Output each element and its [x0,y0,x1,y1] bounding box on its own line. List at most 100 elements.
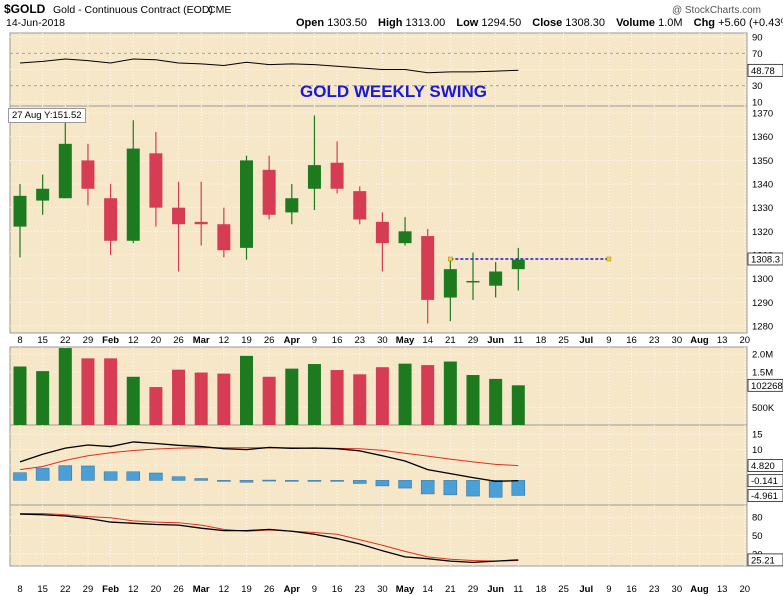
x-tick-label: Jun [487,335,504,346]
volume-bar [172,369,186,425]
volume-bar [421,365,435,425]
volume-bar [194,372,208,425]
x-tick-label: 20 [151,335,162,346]
x-tick-label: 20 [740,584,751,595]
x-tick-label: 16 [626,584,637,595]
candle-body [353,191,367,220]
volume-bar [466,375,480,425]
x-tick-label: 30 [672,335,683,346]
volume-tick-label: 2.0M [752,350,773,361]
stochastic-tick-label: 50 [752,531,763,542]
candle-body [240,160,253,248]
volume-bar [375,367,389,425]
x-tick-label: 25 [558,335,569,346]
volume-value-label: 1022687 [751,381,783,392]
candle-body [489,271,503,286]
macd-histogram-bar [58,465,73,481]
volume-bar [330,370,344,425]
volume-bar [240,355,253,425]
x-tick-label: 19 [241,584,252,595]
x-tick-label: 29 [83,335,94,346]
volume-bar [217,373,231,425]
x-tick-label: 9 [606,584,611,595]
macd-histogram-bar [285,480,299,482]
x-tick-label: 21 [445,335,456,346]
macd-histogram-bar [262,479,276,482]
rsi-box [747,63,783,77]
volume-label: Volume [616,17,656,29]
chart-symbol: $GOLD [4,2,46,16]
x-tick-label: 16 [332,335,343,346]
chg-label: Chg [693,17,716,29]
price-tick-label: 1360 [752,132,773,143]
candle-body [285,198,299,213]
macd-histogram-bar [511,480,526,496]
macd-histogram-box [747,489,783,502]
x-tick-label: Apr [284,584,301,595]
x-tick-label: 29 [83,584,94,595]
macd-tick-label: 15 [752,430,763,441]
macd-histogram-bar [239,480,254,483]
x-tick-label: 18 [536,584,547,595]
price-tick-label: 1300 [752,274,773,285]
price-tick-label: 1320 [752,227,773,238]
x-tick-label: 16 [332,584,343,595]
rsi-tick-label: 90 [752,33,763,44]
rsi-tick-label: 70 [752,49,763,60]
x-tick-label: Jul [579,335,593,346]
rsi-value-label: 48.78 [751,66,775,77]
x-tick-label: Apr [284,335,301,346]
low-value: 1294.50 [481,17,522,29]
x-tick-label: 29 [468,584,479,595]
stockcharts-watermark: @ StockCharts.com [671,5,761,16]
volume-tick-label: 1.5M [752,367,773,378]
macd-histogram-bar [35,467,50,481]
x-tick-label: 12 [219,584,230,595]
macd-histogram-bar [126,471,140,481]
x-tick-label: 21 [445,584,456,595]
x-tick-label: Aug [690,584,709,595]
x-tick-label: 29 [468,335,479,346]
volume-bar [58,348,72,425]
resistance-handle-right [606,256,612,262]
price-tick-label: 1280 [752,321,773,332]
candle-body [149,153,163,208]
candle-body [104,198,118,241]
x-tick-label: 22 [60,584,71,595]
volume-bar [511,385,525,425]
volume-bar [36,371,50,425]
volume-bar [126,376,140,425]
price-tick-label: 1340 [752,180,773,191]
x-tick-label: 12 [128,335,139,346]
rsi-tick-label: 30 [752,81,763,92]
x-tick-label: May [396,584,415,595]
x-tick-label: Feb [102,335,119,346]
stochastic-box [747,553,783,567]
close-value: 1308.30 [565,17,606,29]
macd-histogram-bar [171,476,186,481]
x-tick-label: 13 [717,584,728,595]
price-tick-label: 1350 [752,156,773,167]
rsi-tick-label: 10 [752,97,763,108]
x-tick-label: 30 [377,335,388,346]
x-tick-label: 11 [513,584,523,595]
volume-bar [307,364,321,425]
candle-body [126,148,140,241]
stochastic-value-label: 25.21 [751,555,775,566]
x-tick-label: 23 [354,335,365,346]
macd-tick-label: 10 [752,445,763,456]
macd-histogram-bar [353,480,367,484]
candle-body [375,221,389,244]
volume-bar [149,387,163,425]
high-value: 1313.00 [405,17,446,29]
macd-histogram-bar [443,480,458,496]
x-tick-label: 20 [151,584,162,595]
x-tick-label: 23 [649,335,660,346]
candle-body [443,269,457,298]
macd-line [19,441,519,482]
macd-histogram-bar [217,480,231,482]
x-tick-label: 16 [626,335,637,346]
macd-panel [9,424,748,506]
volume-value: 1.0M [658,17,683,29]
